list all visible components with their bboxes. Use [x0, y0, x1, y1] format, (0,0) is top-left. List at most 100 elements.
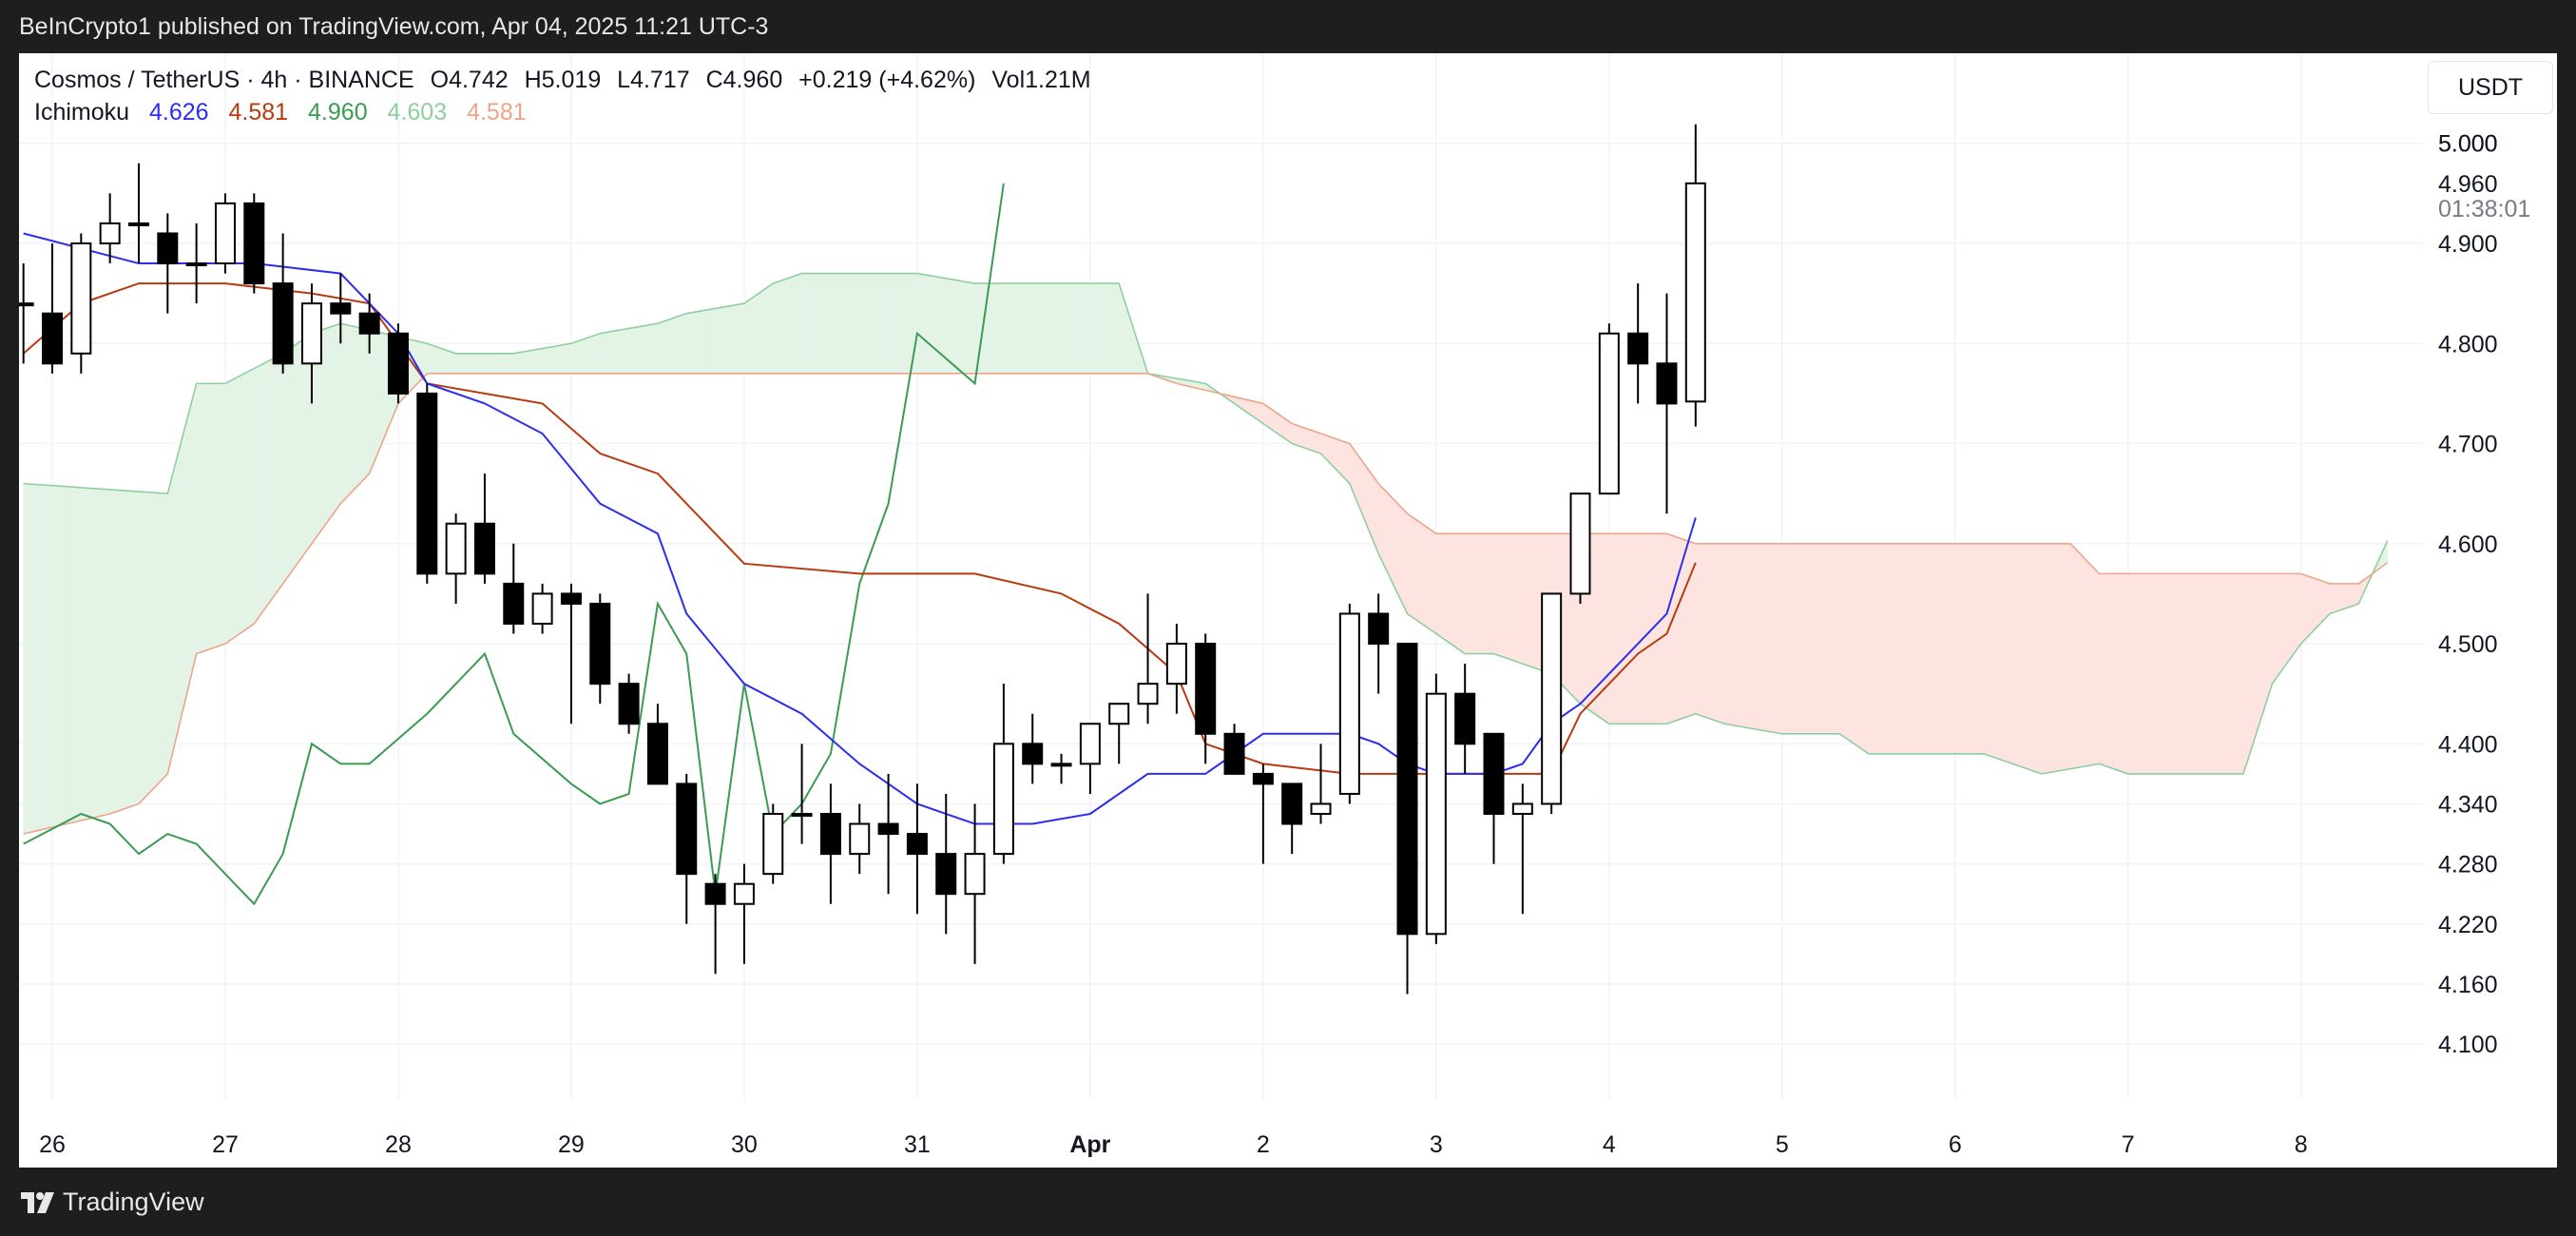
cloud-segment	[967, 281, 975, 375]
candle-down[interactable]	[358, 312, 380, 335]
cloud-segment	[548, 345, 558, 375]
candle-up[interactable]	[99, 222, 121, 245]
cloud-segment	[1104, 282, 1112, 375]
candle-up[interactable]	[1050, 763, 1072, 767]
candle-up[interactable]	[1165, 643, 1187, 686]
candle-up[interactable]	[1684, 182, 1706, 403]
cloud-segment	[2250, 573, 2259, 752]
candle-down[interactable]	[819, 813, 841, 856]
candle-down[interactable]	[1368, 612, 1390, 646]
candle-down[interactable]	[473, 522, 495, 575]
candle-down[interactable]	[877, 822, 899, 836]
cloud-segment	[260, 360, 269, 615]
cloud-segment	[1983, 543, 1991, 757]
cloud-segment	[2170, 573, 2180, 775]
candle-down[interactable]	[42, 312, 63, 365]
candle-down[interactable]	[646, 723, 668, 785]
high-value: H5.019	[524, 67, 602, 93]
cloud-segment	[1133, 328, 1142, 375]
chart-canvas[interactable]: 4.100 4.160 4.220 4.280 4.340 4.400 4.500 4.600…	[19, 53, 2557, 1168]
candle-down[interactable]	[1454, 692, 1476, 745]
candle-down[interactable]	[272, 282, 294, 365]
cloud-segment	[1393, 497, 1401, 599]
candle-up[interactable]	[214, 202, 236, 265]
candle-up[interactable]	[1425, 692, 1447, 936]
candle-up[interactable]	[733, 882, 755, 905]
candle-down[interactable]	[1252, 772, 1274, 785]
candle-up[interactable]	[849, 822, 871, 856]
candle-down[interactable]	[560, 592, 582, 605]
price-label: 01:38:01	[2438, 196, 2530, 222]
candle-up[interactable]	[1310, 802, 1332, 816]
cloud-segment	[1860, 543, 1870, 755]
candle-up[interactable]	[1541, 592, 1563, 805]
candle-down[interactable]	[1627, 332, 1649, 365]
candle-down[interactable]	[387, 332, 409, 395]
candle-up[interactable]	[1079, 723, 1101, 765]
candle-down[interactable]	[1223, 732, 1245, 775]
cloud-segment	[621, 328, 629, 375]
candle-down[interactable]	[1656, 362, 1678, 405]
cloud-segment	[996, 282, 1005, 375]
candle-up[interactable]	[300, 302, 322, 365]
symbol-name[interactable]: Cosmos / TetherUS · 4h · BINANCE	[34, 67, 414, 93]
candle-down[interactable]	[503, 582, 525, 625]
candle-up[interactable]	[1338, 612, 1360, 795]
price-label: 5.000	[2438, 131, 2498, 158]
candle-up[interactable]	[1598, 332, 1620, 495]
y-tick-label: 5.000	[2438, 131, 2498, 158]
cloud-segment	[1508, 532, 1516, 662]
cloud-segment	[2163, 573, 2172, 775]
candle-down[interactable]	[157, 232, 179, 265]
cloud-segment	[1868, 543, 1876, 755]
candle-up[interactable]	[964, 853, 986, 896]
candle-up[interactable]	[127, 222, 149, 226]
candle-up[interactable]	[791, 813, 813, 817]
cloud-segment	[2149, 573, 2158, 775]
cloud-segment	[1695, 543, 1703, 717]
ichimoku-conversion-value: 4.626	[149, 99, 209, 126]
chart-panel[interactable]: 4.100 4.160 4.220 4.280 4.340 4.400 4.500 4.600…	[19, 53, 2557, 1168]
candle-down[interactable]	[1022, 743, 1044, 765]
candle-down[interactable]	[330, 302, 352, 315]
currency-button[interactable]: USDT	[2428, 61, 2553, 114]
indicator-name[interactable]: Ichimoku	[34, 99, 130, 126]
candle-down[interactable]	[618, 683, 640, 725]
candle-down[interactable]	[1396, 643, 1418, 936]
candle-up[interactable]	[1108, 703, 1130, 725]
cloud-segment	[441, 348, 450, 375]
cloud-segment	[1940, 543, 1949, 755]
candle-down[interactable]	[243, 202, 265, 285]
candle-up[interactable]	[185, 262, 207, 267]
candle-up[interactable]	[762, 813, 784, 876]
candle-up[interactable]	[1569, 492, 1591, 595]
candle-up[interactable]	[19, 302, 34, 307]
candle-up[interactable]	[531, 592, 553, 626]
cloud-segment	[325, 325, 335, 525]
candle-up[interactable]	[70, 242, 92, 355]
candle-down[interactable]	[935, 853, 957, 896]
candle-up[interactable]	[1137, 683, 1159, 705]
cloud-segment	[751, 293, 759, 375]
candle-down[interactable]	[676, 782, 698, 876]
leading-span-b-line	[23, 373, 2389, 835]
candle-up[interactable]	[992, 743, 1014, 856]
x-tick-label: 8	[2295, 1131, 2308, 1158]
indicator-legend: Ichimoku 4.626 4.581 4.960 4.603 4.581	[34, 99, 540, 126]
candle-up[interactable]	[445, 522, 467, 575]
candle-down[interactable]	[416, 392, 438, 575]
candle-down[interactable]	[906, 833, 928, 856]
cloud-segment	[232, 375, 240, 640]
candle-down[interactable]	[1483, 732, 1505, 816]
cloud-segment	[102, 489, 110, 817]
candle-down[interactable]	[1195, 643, 1217, 735]
candle-down[interactable]	[704, 882, 726, 905]
y-tick-label: 4.700	[2438, 432, 2498, 458]
candle-up[interactable]	[1511, 802, 1533, 816]
candle-down[interactable]	[1281, 782, 1303, 825]
cloud-segment	[585, 335, 593, 375]
cloud-segment	[1673, 535, 1682, 723]
cloud-segment	[866, 273, 875, 375]
candle-down[interactable]	[589, 602, 611, 686]
cloud-segment	[931, 275, 939, 375]
